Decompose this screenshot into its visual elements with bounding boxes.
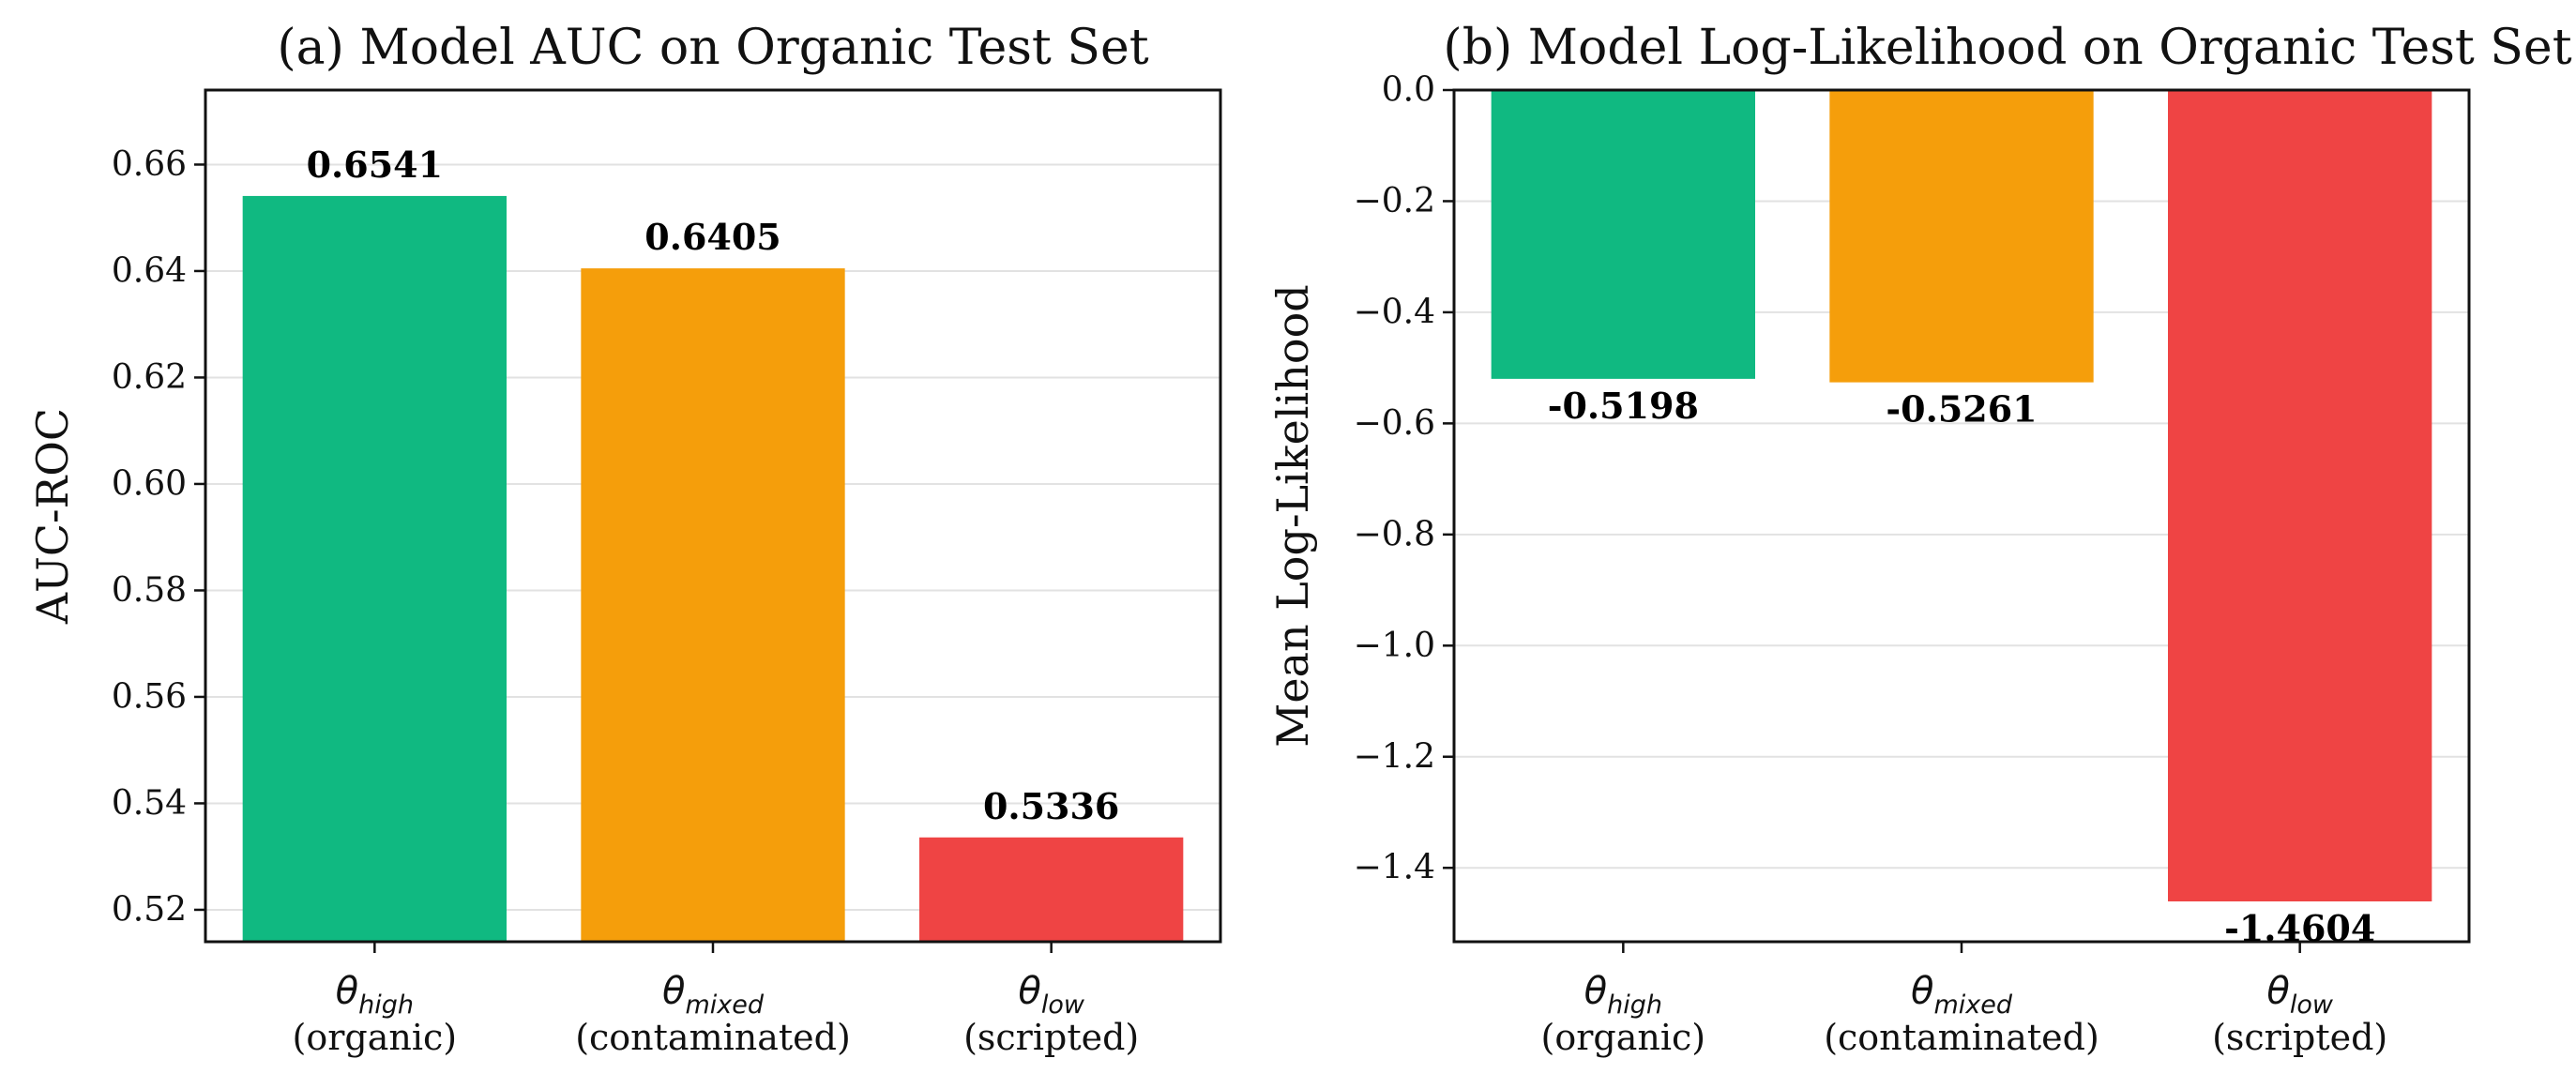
- x-tick-sublabel: (contaminated): [1824, 1017, 2099, 1058]
- bar-low: [2168, 90, 2432, 901]
- y-tick-label: −0.8: [1354, 515, 1435, 553]
- y-tick-label: −1.0: [1354, 627, 1435, 665]
- y-tick-label: 0.62: [112, 358, 187, 397]
- x-tick-symbol: θlow: [1018, 970, 1085, 1020]
- x-tick-symbol: θhigh: [336, 970, 414, 1020]
- panel-b-log-likelihood: 0.0 −0.2 −0.4 −0.6 −0.8 −1.0 −1.2 −1.4 θhigh(org…: [1267, 20, 2572, 1058]
- bar-high: [1491, 90, 1755, 379]
- y-tick-label: −1.2: [1354, 737, 1435, 776]
- bar-low: [919, 837, 1184, 942]
- bar-mixed: [581, 268, 845, 942]
- y-tick-label: 0.64: [112, 251, 187, 290]
- x-tick-sublabel: (contaminated): [575, 1017, 851, 1058]
- x-tick-symbol: θlow: [2266, 970, 2334, 1020]
- data-label: -0.5261: [1886, 388, 2037, 431]
- bar-mixed: [1829, 90, 2094, 383]
- y-axis-label: AUC-ROC: [27, 408, 78, 625]
- data-label: 0.5336: [983, 785, 1119, 827]
- y-tick-label: −0.4: [1354, 293, 1435, 331]
- x-tick-sublabel: (organic): [293, 1017, 458, 1058]
- data-label: -1.4604: [2224, 907, 2375, 949]
- data-label: 0.6405: [644, 216, 780, 258]
- y-tick-label: 0.54: [112, 784, 187, 823]
- y-tick-label: −1.4: [1354, 849, 1435, 887]
- y-tick-label: 0.0: [1382, 71, 1435, 110]
- y-tick-label: 0.52: [112, 890, 187, 929]
- x-tick-sublabel: (scripted): [963, 1017, 1139, 1058]
- x-tick-symbol: θhigh: [1584, 970, 1662, 1020]
- x-tick-sublabel: (scripted): [2212, 1017, 2387, 1058]
- y-tick-label: 0.60: [112, 464, 187, 503]
- y-tick-label: 0.56: [112, 677, 187, 716]
- chart-title: (a) Model AUC on Organic Test Set: [277, 20, 1148, 76]
- y-tick-label: −0.2: [1354, 182, 1435, 220]
- y-tick-label: 0.66: [112, 145, 187, 184]
- x-tick-sublabel: (organic): [1541, 1017, 1706, 1058]
- data-label: 0.6541: [307, 144, 443, 186]
- y-tick-label: −0.6: [1354, 404, 1435, 443]
- y-tick-label: 0.58: [112, 571, 187, 610]
- y-axis-label: Mean Log-Likelihood: [1267, 284, 1318, 747]
- chart-title: (b) Model Log-Likelihood on Organic Test…: [1443, 20, 2571, 76]
- bar-high: [242, 195, 507, 942]
- panel-a-auc: 0.52 0.54 0.56 0.58 0.60 0.62 0.64 0.66 θhigh(or…: [27, 20, 1222, 1058]
- x-tick-symbol: θmixed: [1911, 970, 2013, 1020]
- data-label: -0.5198: [1548, 385, 1699, 427]
- x-tick-symbol: θmixed: [662, 970, 765, 1020]
